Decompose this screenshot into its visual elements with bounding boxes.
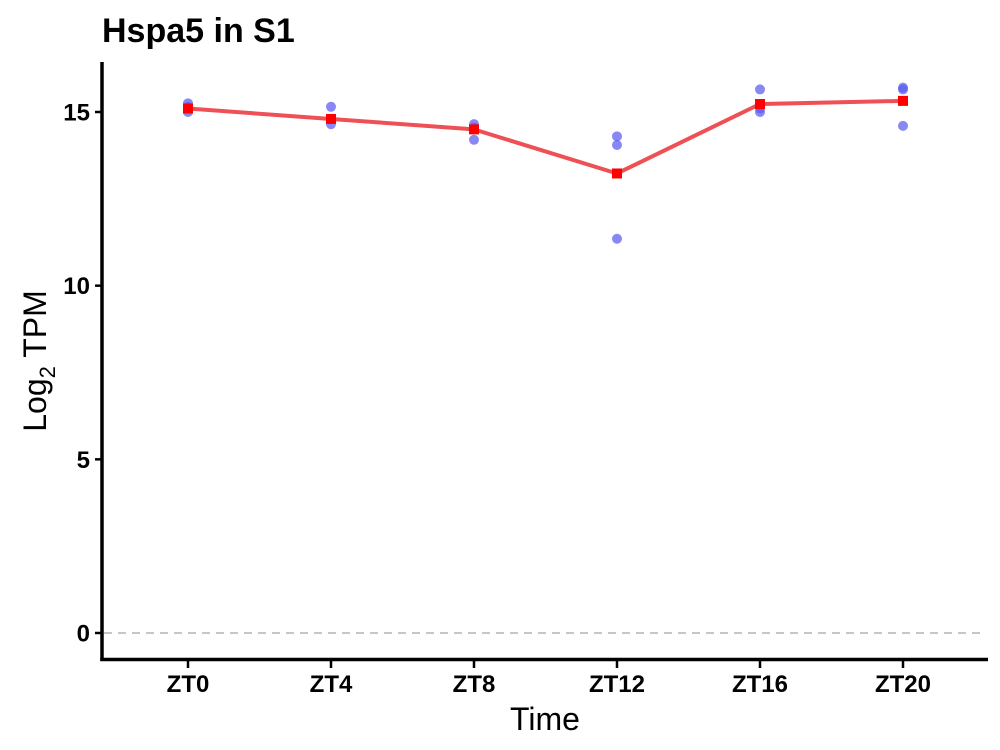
mean-line-layer xyxy=(183,95,908,179)
x-tick-label: ZT4 xyxy=(310,671,353,698)
mean-marker xyxy=(898,95,908,106)
y-tick-label: 5 xyxy=(77,447,90,474)
x-tick-label: ZT12 xyxy=(589,671,645,698)
mean-line xyxy=(187,98,904,176)
x-tick-label: ZT0 xyxy=(167,671,210,698)
x-axis-ticks: ZT0 ZT4 ZT8 ZT12 ZT16 ZT20 xyxy=(167,661,931,698)
replicate-points-layer xyxy=(183,82,908,244)
y-axis-title-base: Log xyxy=(17,378,53,431)
replicate-point xyxy=(755,107,765,117)
mean-marker xyxy=(612,168,622,179)
x-tick-label: ZT16 xyxy=(732,671,788,698)
replicate-point xyxy=(898,84,908,95)
y-tick-label: 10 xyxy=(63,273,90,300)
mean-marker xyxy=(755,99,765,110)
replicate-point xyxy=(612,131,622,142)
y-axis-title: Log2 TPM xyxy=(17,290,60,432)
y-axis-ticks: 0 5 10 15 xyxy=(63,100,102,648)
y-axis-title-subscript: 2 xyxy=(35,366,60,378)
replicate-point xyxy=(755,84,765,95)
replicate-point xyxy=(612,139,622,150)
x-tick-label: ZT20 xyxy=(875,671,931,698)
chart-title: Hspa5 in S1 xyxy=(102,12,295,50)
x-tick-label: ZT8 xyxy=(453,671,496,698)
x-axis-title: Time xyxy=(510,701,580,737)
mean-marker xyxy=(326,113,336,124)
y-tick-label: 15 xyxy=(63,100,90,127)
mean-marker xyxy=(183,103,193,114)
y-tick-label: 0 xyxy=(77,621,90,648)
replicate-point xyxy=(898,120,908,131)
replicate-point xyxy=(612,233,622,244)
mean-marker xyxy=(469,124,479,135)
replicate-point xyxy=(469,134,479,145)
y-axis-title-suffix: TPM xyxy=(17,290,53,366)
replicate-point xyxy=(326,101,336,112)
